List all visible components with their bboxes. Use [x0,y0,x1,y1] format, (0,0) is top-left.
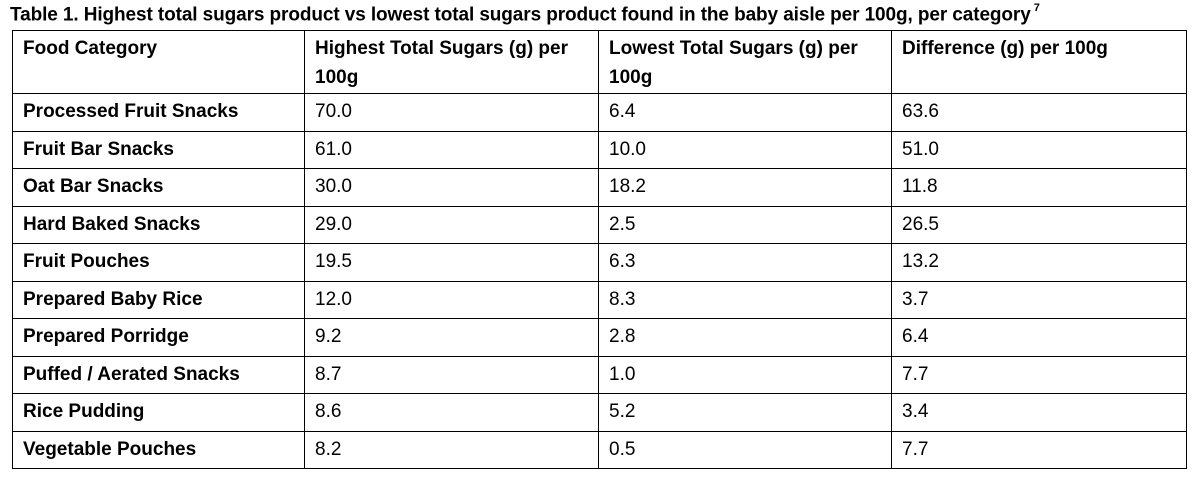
difference-cell: 26.5 [891,205,1187,244]
difference-cell: 7.7 [891,355,1187,394]
highest-sugars-cell: 9.2 [304,318,599,357]
header-highest-total-sugars: Highest Total Sugars (g) per 100g [304,30,599,94]
highest-sugars-cell: 8.7 [304,355,599,394]
difference-cell: 3.7 [891,280,1187,319]
sugars-table: Food Category Highest Total Sugars (g) p… [12,30,1187,469]
highest-sugars-cell: 19.5 [304,243,599,282]
lowest-sugars-cell: 18.2 [598,168,892,207]
difference-cell: 13.2 [891,243,1187,282]
table-row: Vegetable Pouches 8.2 0.5 7.7 [12,430,1187,469]
food-category-cell: Processed Fruit Snacks [12,93,305,132]
difference-cell: 11.8 [891,168,1187,207]
highest-sugars-cell: 30.0 [304,168,599,207]
table-row: Prepared Baby Rice 12.0 8.3 3.7 [12,280,1187,319]
highest-sugars-cell: 61.0 [304,130,599,169]
difference-cell: 63.6 [891,93,1187,132]
table-row: Rice Pudding 8.6 5.2 3.4 [12,393,1187,432]
highest-sugars-cell: 8.2 [304,430,599,469]
food-category-cell: Fruit Bar Snacks [12,130,305,169]
highest-sugars-cell: 8.6 [304,393,599,432]
lowest-sugars-cell: 5.2 [598,393,892,432]
food-category-cell: Puffed / Aerated Snacks [12,355,305,394]
food-category-cell: Vegetable Pouches [12,430,305,469]
lowest-sugars-cell: 2.5 [598,205,892,244]
caption-footnote-marker: 7 [1033,2,1040,14]
difference-cell: 7.7 [891,430,1187,469]
table-row: Fruit Pouches 19.5 6.3 13.2 [12,243,1187,282]
table-row: Oat Bar Snacks 30.0 18.2 11.8 [12,168,1187,207]
highest-sugars-cell: 12.0 [304,280,599,319]
food-category-cell: Prepared Baby Rice [12,280,305,319]
lowest-sugars-cell: 1.0 [598,355,892,394]
difference-cell: 3.4 [891,393,1187,432]
table-row: Prepared Porridge 9.2 2.8 6.4 [12,318,1187,357]
table-caption: Table 1. Highest total sugars product vs… [10,2,1040,26]
table-row: Fruit Bar Snacks 61.0 10.0 51.0 [12,130,1187,169]
difference-cell: 51.0 [891,130,1187,169]
highest-sugars-cell: 70.0 [304,93,599,132]
food-category-cell: Hard Baked Snacks [12,205,305,244]
header-lowest-total-sugars: Lowest Total Sugars (g) per 100g [598,30,892,94]
header-row: Food Category Highest Total Sugars (g) p… [12,30,1187,94]
food-category-cell: Fruit Pouches [12,243,305,282]
lowest-sugars-cell: 8.3 [598,280,892,319]
food-category-cell: Prepared Porridge [12,318,305,357]
highest-sugars-cell: 29.0 [304,205,599,244]
table-body: Processed Fruit Snacks 70.0 6.4 63.6 Fru… [12,93,1187,469]
food-category-cell: Oat Bar Snacks [12,168,305,207]
table-row: Hard Baked Snacks 29.0 2.5 26.5 [12,205,1187,244]
lowest-sugars-cell: 6.3 [598,243,892,282]
lowest-sugars-cell: 6.4 [598,93,892,132]
header-food-category: Food Category [12,30,305,94]
lowest-sugars-cell: 10.0 [598,130,892,169]
lowest-sugars-cell: 2.8 [598,318,892,357]
caption-text: Table 1. Highest total sugars product vs… [10,4,1031,26]
lowest-sugars-cell: 0.5 [598,430,892,469]
food-category-cell: Rice Pudding [12,393,305,432]
header-difference: Difference (g) per 100g [891,30,1187,94]
table-header: Food Category Highest Total Sugars (g) p… [12,30,1187,94]
difference-cell: 6.4 [891,318,1187,357]
table-row: Processed Fruit Snacks 70.0 6.4 63.6 [12,93,1187,132]
table-row: Puffed / Aerated Snacks 8.7 1.0 7.7 [12,355,1187,394]
